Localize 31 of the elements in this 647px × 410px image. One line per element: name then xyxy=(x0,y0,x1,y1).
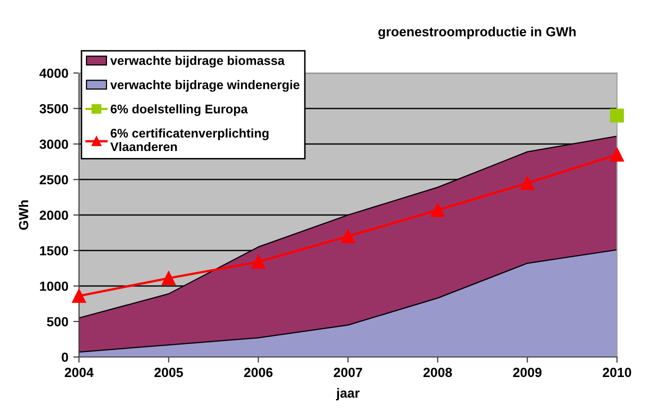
x-tick-label: 2009 xyxy=(513,368,542,378)
y-tick-label: 4000 xyxy=(39,68,68,78)
legend-label: verwachte bijdrage biomassa xyxy=(110,56,285,68)
chart-title: groenestroomproductie in GWh xyxy=(378,26,576,40)
x-tick-label: 2006 xyxy=(244,368,273,378)
y-tick-label: 2000 xyxy=(40,210,68,220)
point xyxy=(610,108,624,123)
x-tick-label: 2005 xyxy=(154,368,183,378)
point xyxy=(162,271,176,286)
x-tick-label: 2004 xyxy=(64,368,94,378)
point xyxy=(251,254,266,269)
point xyxy=(341,229,355,244)
legend-label: 6% certificatenverplichting Vlaanderen xyxy=(110,128,268,152)
point xyxy=(520,176,534,190)
y-tick-label: 1500 xyxy=(40,246,68,256)
legend-label: 6% doelstelling Europa xyxy=(110,104,248,116)
legend-label: verwachte bijdrage windenergie xyxy=(110,80,300,92)
x-tick-label: 2010 xyxy=(602,368,632,378)
y-tick-label: 0 xyxy=(62,352,68,362)
x-axis-title: jaar xyxy=(336,388,360,400)
point xyxy=(430,203,445,217)
point xyxy=(610,148,624,162)
y-tick-label: 2500 xyxy=(40,175,68,184)
x-tick-label: 2007 xyxy=(334,368,362,378)
point xyxy=(72,288,86,303)
y-tick-label: 500 xyxy=(46,317,68,326)
y-tick-label: 1000 xyxy=(40,282,68,291)
x-tick-label: 2008 xyxy=(423,368,452,378)
y-tick-label: 3000 xyxy=(40,140,68,149)
y-axis-title: GWh xyxy=(18,200,28,230)
y-tick-label: 3500 xyxy=(40,104,68,114)
